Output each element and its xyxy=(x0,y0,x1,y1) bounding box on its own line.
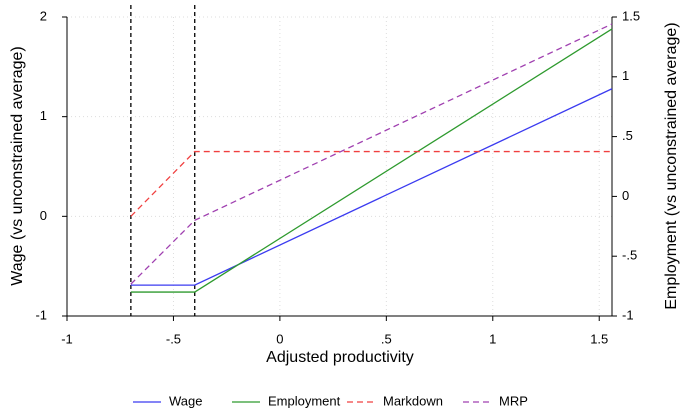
x-tick-label: 0 xyxy=(276,331,283,346)
y2-tick-label: 0 xyxy=(622,188,629,203)
x-tick-label: -1 xyxy=(61,331,73,346)
series-line xyxy=(130,28,613,293)
y2-tick-label: 1.5 xyxy=(622,8,640,23)
y-axis-title: Wage (vs unconstrained average) xyxy=(9,46,26,286)
x-tick-label: -.5 xyxy=(166,331,181,346)
legend-label: Markdown xyxy=(383,393,443,408)
y2-axis-title: Employment (vs unconstrained average) xyxy=(663,22,680,309)
series-line xyxy=(130,150,612,217)
legend-label: MRP xyxy=(499,393,528,408)
legend-label: Employment xyxy=(268,393,341,408)
x-tick-label: 1 xyxy=(489,331,496,346)
y2-tick-label: -.5 xyxy=(622,248,637,263)
x-tick-label: 1.5 xyxy=(590,331,608,346)
y-tick-label: 0 xyxy=(40,208,47,223)
y-tick-label: 2 xyxy=(40,8,47,23)
series-line xyxy=(130,23,613,285)
y2-tick-label: -1 xyxy=(622,307,634,322)
legend-label: Wage xyxy=(169,393,202,408)
x-tick-label: .5 xyxy=(381,331,392,346)
series-line xyxy=(130,88,613,286)
y2-tick-label: 1 xyxy=(622,68,629,83)
y2-tick-label: .5 xyxy=(622,128,633,143)
y-tick-label: 1 xyxy=(40,108,47,123)
x-axis-title: Adjusted productivity xyxy=(266,349,414,366)
y-tick-label: -1 xyxy=(35,307,47,322)
